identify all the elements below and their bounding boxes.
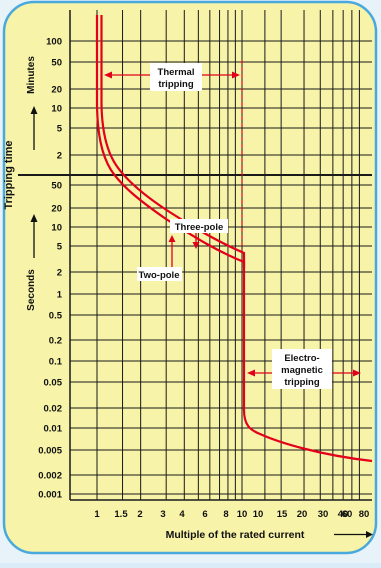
series-line-two-pole — [95, 15, 246, 272]
two-pole-pointer-head — [168, 235, 176, 242]
two-pole-label-box — [137, 267, 182, 281]
x-tick-label: 80 — [359, 509, 370, 520]
y-tick-label-seconds: 0.05 — [44, 378, 63, 389]
x-tick-label: 30 — [318, 509, 329, 520]
x-tick-label: 8 — [223, 509, 228, 520]
x-axis-arrow-head — [366, 531, 373, 538]
y-tick-label-seconds: 1 — [57, 290, 63, 301]
thermal-label-line: tripping — [158, 79, 194, 90]
y-tick-label-seconds: 20 — [51, 204, 62, 215]
x-axis-title: Multiple of the rated current — [166, 529, 305, 541]
two-pole-label: Two-pole — [139, 270, 180, 281]
thermal-arrow-right-head — [232, 71, 240, 79]
electro-label-line: tripping — [284, 377, 320, 388]
y-tick-label-minutes: 5 — [57, 124, 63, 135]
y-tick-label-seconds: 0.2 — [49, 336, 62, 347]
electro-label-line: magnetic — [281, 365, 323, 376]
y-tick-label-seconds: 0.5 — [49, 311, 63, 322]
electro-arrow-right-head — [353, 369, 361, 377]
x-tick-label: 2 — [137, 509, 142, 520]
y-tick-label-seconds: 2 — [57, 268, 62, 279]
x-tick-label: 60 — [342, 509, 353, 520]
series-line-electro-magnetic — [242, 272, 373, 463]
y-tick-label-seconds: 50 — [51, 181, 62, 192]
x-tick-label: 1.5 — [114, 509, 128, 520]
x-tick-label: 10 — [237, 509, 248, 520]
seconds-arrow-head — [30, 214, 38, 222]
x-tick-label: 6 — [202, 509, 207, 520]
y-unit-minutes: Minutes — [26, 56, 37, 94]
y-tick-label-seconds: 10 — [51, 223, 62, 234]
thermal-arrow-left-head — [104, 71, 112, 79]
y-tick-label-seconds: 0.02 — [44, 404, 63, 415]
three-pole-label-box — [170, 219, 228, 233]
y-unit-seconds: Seconds — [26, 269, 37, 311]
y-tick-label-seconds: 0.002 — [38, 471, 62, 482]
electro-label-line: Electro- — [284, 353, 319, 364]
y-tick-label-minutes: 10 — [51, 104, 62, 115]
y-tick-label-seconds: 0.001 — [38, 490, 62, 501]
y-tick-label-seconds: 0.005 — [38, 446, 62, 457]
y-tick-label-minutes: 100 — [46, 37, 62, 48]
x-tick-label: 40 — [338, 509, 349, 520]
x-tick-label: 4 — [179, 509, 185, 520]
x-tick-label: 1 — [94, 509, 100, 520]
y-tick-label-minutes: 50 — [51, 58, 62, 69]
electro-arrow-left-head — [247, 369, 255, 377]
y-axis-title: Tripping time — [3, 140, 15, 209]
y-tick-label-minutes: 20 — [51, 85, 62, 96]
y-tick-label-minutes: 2 — [57, 151, 62, 162]
x-tick-label: 20 — [297, 509, 308, 520]
thermal-label-box — [150, 63, 202, 91]
y-tick-label-seconds: 0.1 — [49, 357, 63, 368]
thermal-label-line: Thermal — [158, 67, 195, 78]
x-tick-label: 3 — [160, 509, 165, 520]
minutes-arrow-head — [30, 106, 38, 114]
y-tick-label-seconds: 0.01 — [44, 424, 63, 435]
three-pole-label: Three-pole — [175, 222, 224, 233]
electro-label-box — [272, 349, 332, 389]
series-line-three-pole — [100, 15, 246, 268]
x-tick-label: 15 — [277, 509, 288, 520]
x-tick-label: 10 — [253, 509, 264, 520]
y-tick-label-seconds: 5 — [57, 242, 63, 253]
three-pole-pointer-head — [192, 242, 200, 249]
